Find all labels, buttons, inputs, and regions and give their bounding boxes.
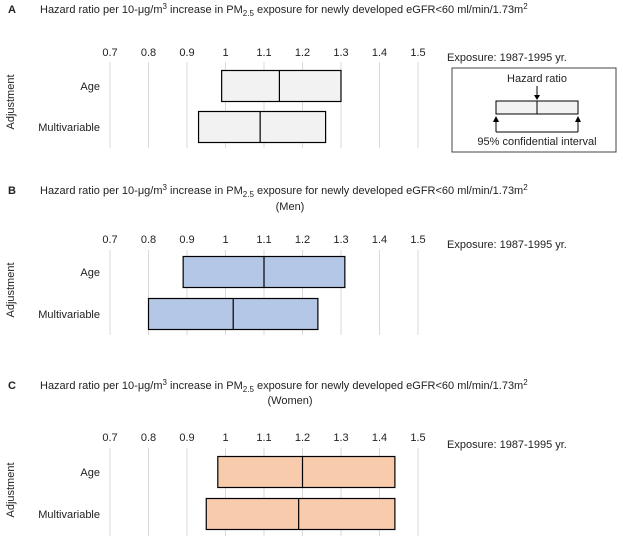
x-tick-label: 1.1 xyxy=(256,234,271,246)
x-tick-label: 1.1 xyxy=(256,432,271,444)
panel-letter: A xyxy=(8,4,16,16)
panel-title: Hazard ratio per 10-μg/m3 increase in PM… xyxy=(40,183,528,199)
x-tick-label: 1.4 xyxy=(372,47,387,59)
x-tick-label: 1.3 xyxy=(333,234,348,246)
row-label: Age xyxy=(80,81,100,93)
row-label: Age xyxy=(80,467,100,479)
ci-box xyxy=(217,455,396,489)
legend-ci-arrowhead-right xyxy=(575,116,581,122)
exposure-label: Exposure: 1987-1995 yr. xyxy=(447,52,567,64)
exposure-label: Exposure: 1987-1995 yr. xyxy=(447,439,567,451)
x-tick-label: 1.3 xyxy=(333,432,348,444)
x-tick-label: 0.8 xyxy=(141,47,156,59)
row-label: Multivariable xyxy=(38,509,100,521)
x-tick-label: 0.8 xyxy=(141,432,156,444)
legend-ci-arrowhead-left xyxy=(493,116,499,122)
panel-a: A Hazard ratio per 10-μg/m3 increase in P… xyxy=(5,2,617,153)
x-tick-label: 1.2 xyxy=(295,47,310,59)
legend: Hazard ratio 95% confidential interval xyxy=(451,67,617,153)
panel-c: C Hazard ratio per 10-μg/m3 increase in P… xyxy=(5,378,567,536)
x-tick-label: 0.9 xyxy=(179,234,194,246)
x-tick-label: 1.4 xyxy=(372,432,387,444)
row-label: Multivariable xyxy=(38,309,100,321)
x-tick-label: 1.5 xyxy=(410,432,425,444)
x-tick-label: 1.2 xyxy=(295,432,310,444)
x-tick-label: 1.4 xyxy=(372,234,387,246)
ci-box xyxy=(197,110,327,144)
ci-box xyxy=(221,69,342,103)
x-tick-label: 1 xyxy=(222,234,228,246)
panel-letter: B xyxy=(8,185,16,197)
x-tick-label: 1.5 xyxy=(410,234,425,246)
panel-title: Hazard ratio per 10-μg/m3 increase in PM… xyxy=(40,2,528,18)
x-tick-label: 1 xyxy=(222,432,228,444)
x-tick-label: 0.7 xyxy=(102,234,117,246)
x-tick-label: 0.8 xyxy=(141,234,156,246)
x-tick-label: 0.7 xyxy=(102,432,117,444)
y-axis-label: Adjustment xyxy=(5,462,17,517)
panel-subtitle: (Women) xyxy=(267,395,312,407)
panel-letter: C xyxy=(8,380,16,392)
x-tick-label: 1.5 xyxy=(410,47,425,59)
x-tick-label: 1 xyxy=(222,47,228,59)
legend-ci-label: 95% confidential interval xyxy=(477,136,596,148)
exposure-label: Exposure: 1987-1995 yr. xyxy=(447,239,567,251)
panel-subtitle: (Men) xyxy=(276,201,305,213)
x-tick-label: 0.9 xyxy=(179,47,194,59)
y-axis-label: Adjustment xyxy=(5,262,17,317)
x-tick-label: 0.7 xyxy=(102,47,117,59)
panel-b: B Hazard ratio per 10-μg/m3 increase in P… xyxy=(5,183,567,335)
y-axis-label: Adjustment xyxy=(5,74,17,129)
row-label: Multivariable xyxy=(38,122,100,134)
x-tick-label: 1.2 xyxy=(295,234,310,246)
legend-hr-arrowhead xyxy=(534,95,540,100)
x-tick-label: 1.3 xyxy=(333,47,348,59)
x-tick-label: 0.9 xyxy=(179,432,194,444)
panel-title: Hazard ratio per 10-μg/m3 increase in PM… xyxy=(40,378,528,394)
legend-hr-label: Hazard ratio xyxy=(507,73,567,85)
x-tick-label: 1.1 xyxy=(256,47,271,59)
ci-box xyxy=(205,497,396,531)
row-label: Age xyxy=(80,267,100,279)
